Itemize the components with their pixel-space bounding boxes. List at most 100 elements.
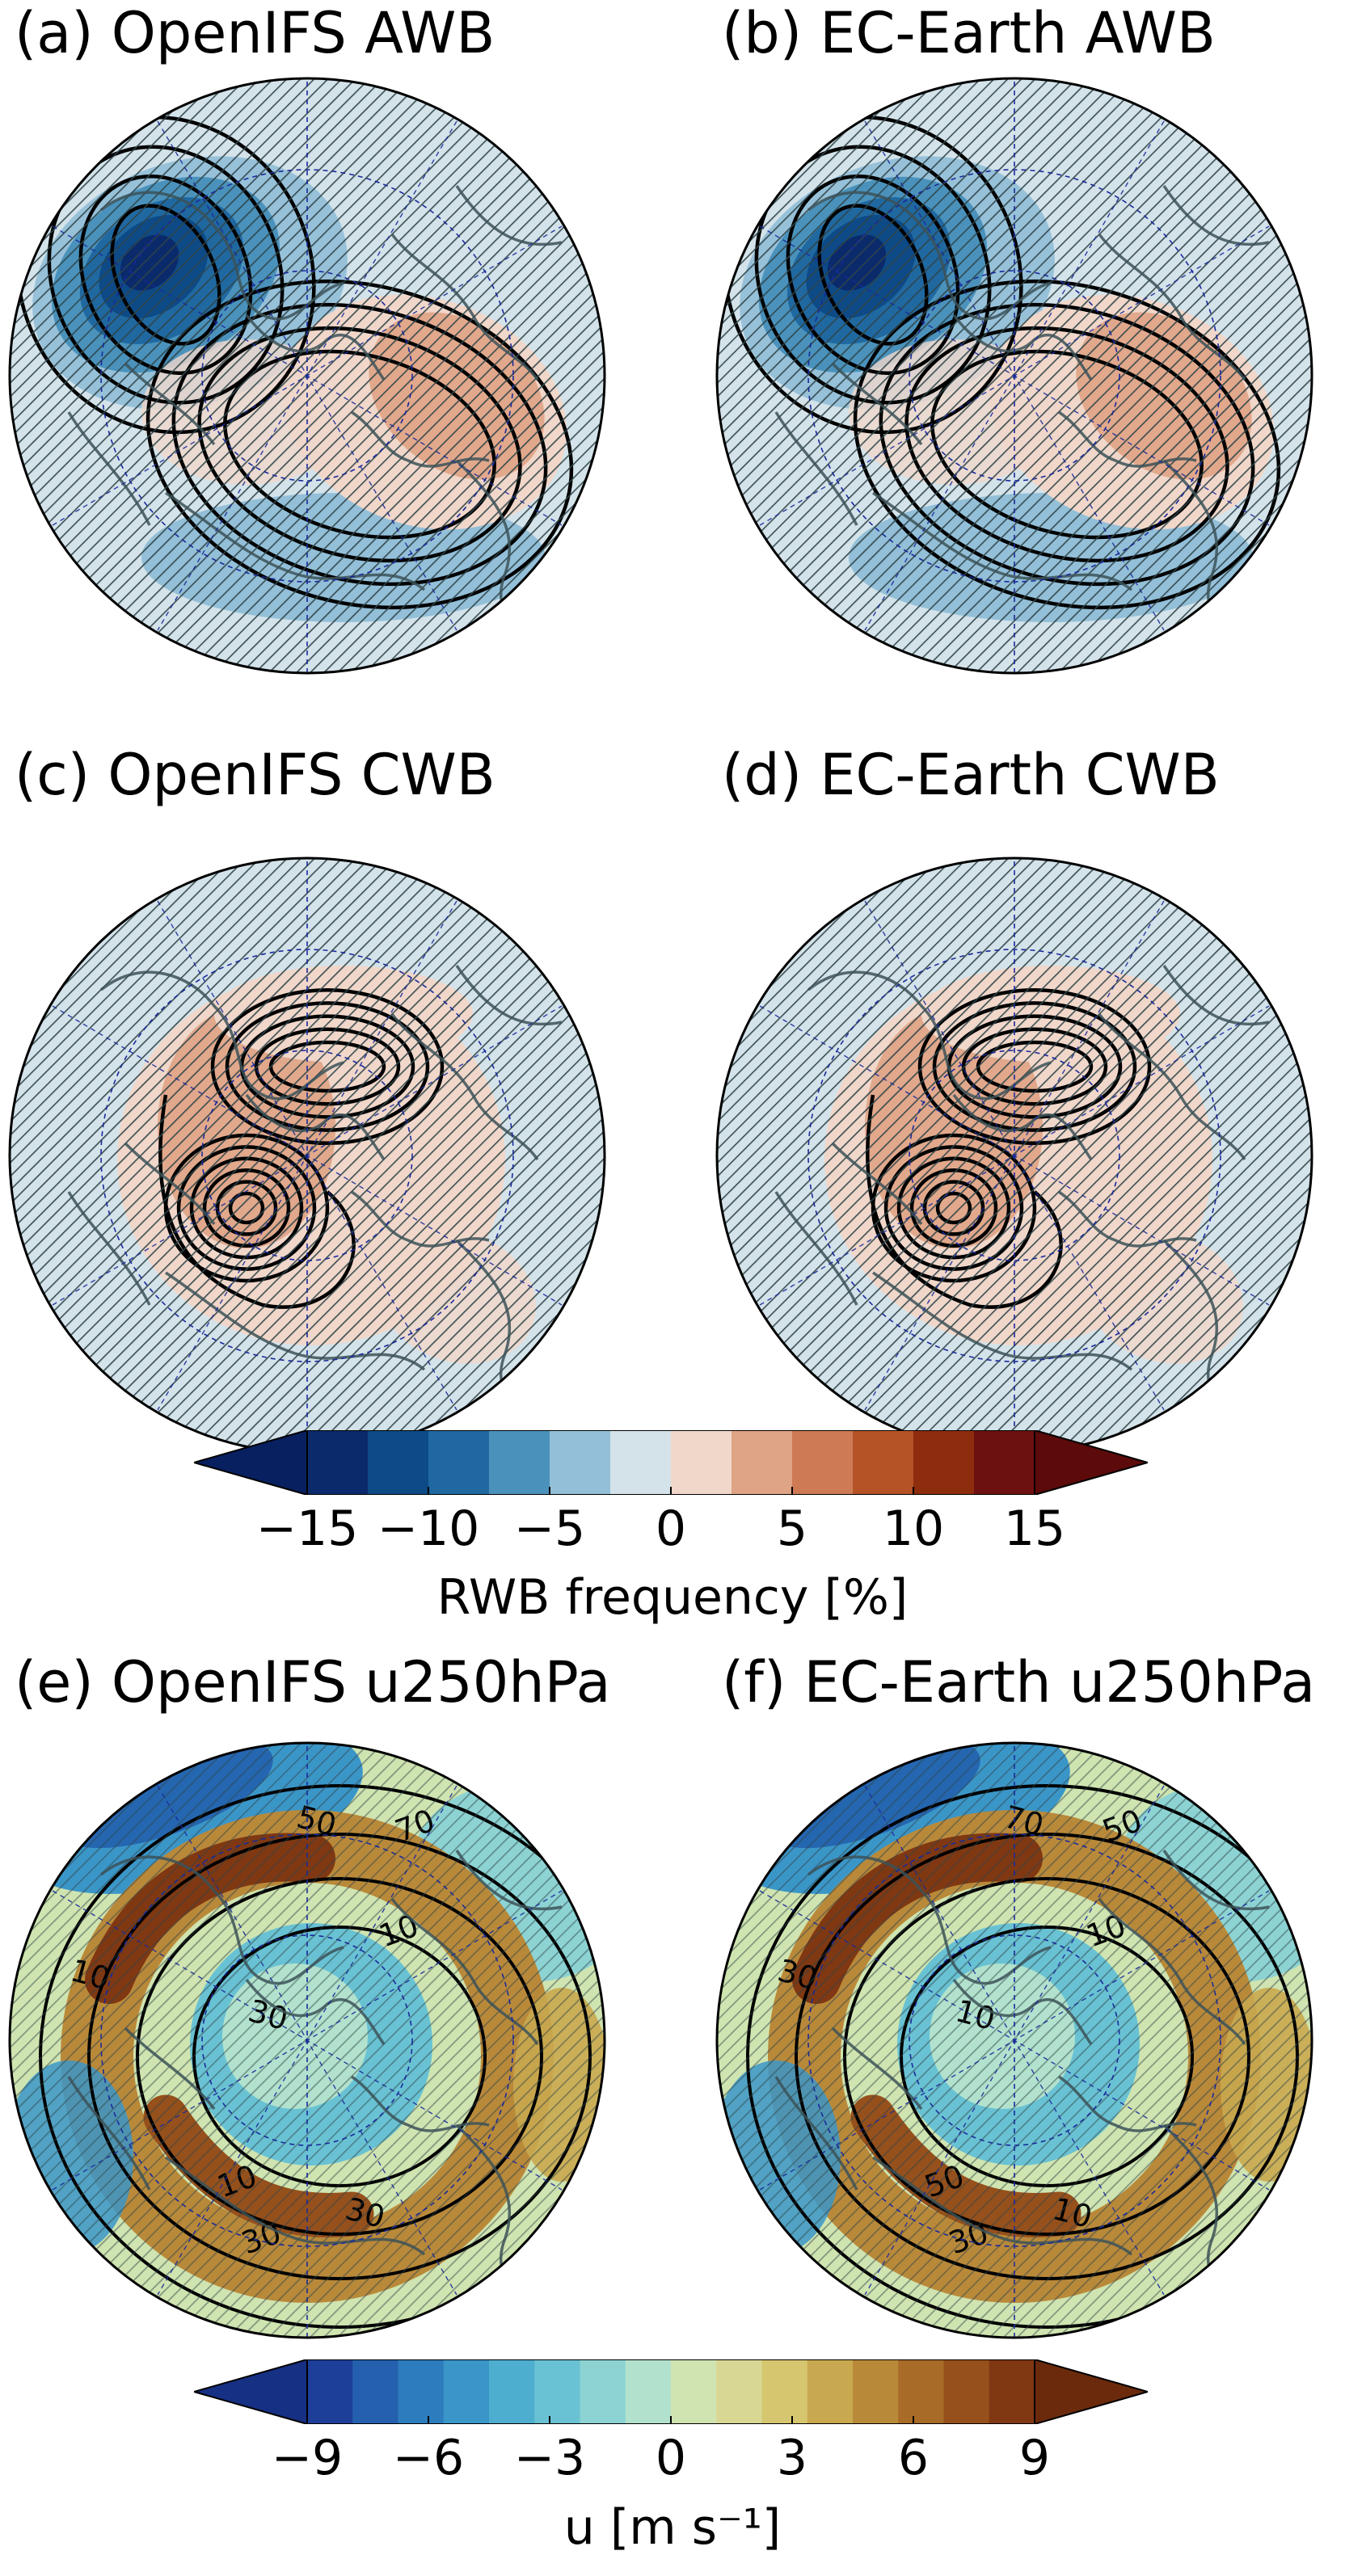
colorbar-swatch	[443, 2359, 490, 2424]
coastline	[872, 2156, 1133, 2256]
panel-title-d: (d) EC-Earth CWB	[722, 742, 1220, 808]
coastline	[390, 1012, 539, 1160]
coastline	[1058, 410, 1197, 468]
coastline	[165, 491, 426, 591]
colorbar-overflow	[1034, 2359, 1148, 2424]
colorbar-swatch	[898, 2359, 944, 2424]
meridian-line	[864, 120, 1165, 631]
colorbar-swatch	[625, 2359, 672, 2424]
colorbar-u	[194, 2359, 1148, 2424]
colorbar-tick-label: 0	[655, 2430, 687, 2486]
map-boundary	[715, 77, 1313, 675]
colorbar-tick-label: 10	[882, 1501, 945, 1557]
colorbar-swatch	[307, 1430, 369, 1495]
colorbar-swatch	[807, 2359, 854, 2424]
coastline	[807, 970, 1052, 1101]
colorbar-swatch	[853, 1430, 914, 1495]
meridian-line	[864, 1785, 1165, 2296]
colorbar-swatch	[352, 2359, 398, 2424]
colorbar-frame	[306, 2359, 1035, 2424]
colorbar-tick-label: 9	[1018, 2430, 1051, 2486]
map-panel-f: 7050301010501030	[715, 1741, 1313, 2339]
panel-title-e: (e) OpenIFS u250hPa	[15, 1649, 611, 1715]
latitude-circle	[201, 270, 413, 482]
coastline	[351, 2075, 490, 2132]
coastline	[1098, 1897, 1246, 2045]
coastline	[351, 1190, 490, 1248]
panel-title-b: (b) EC-Earth AWB	[722, 0, 1216, 66]
coastline	[245, 314, 386, 381]
coastline	[245, 1093, 386, 1160]
colorbar-swatch	[368, 1430, 429, 1495]
colorbar-tick-label: 5	[776, 1501, 808, 1557]
meridian-line	[157, 1785, 457, 2296]
coastline	[952, 314, 1093, 381]
coastline	[952, 1093, 1093, 1160]
colorbar-swatch	[853, 2359, 899, 2424]
map-boundary	[715, 1741, 1313, 2339]
coastline	[1058, 1190, 1197, 1248]
colorbar-swatch	[428, 1430, 490, 1495]
colorbar-swatch	[580, 2359, 626, 2424]
coastline	[831, 362, 923, 446]
colorbar-rwb	[194, 1430, 1148, 1495]
coastline	[774, 411, 858, 526]
colorbar-underflow	[194, 2359, 308, 2424]
coastline	[774, 2076, 858, 2191]
colorbar-u-label: u [m s⁻¹]	[563, 2499, 782, 2556]
colorbar-tick-label: 6	[897, 2430, 930, 2486]
coastline	[124, 2027, 216, 2111]
colorbar-underflow	[194, 1430, 308, 1495]
map-panel-d	[715, 857, 1313, 1454]
colorbar-frame	[306, 1430, 1035, 1495]
panel-title-f: (f) EC-Earth u250hPa	[722, 1649, 1316, 1715]
meridian-line	[864, 900, 1165, 1411]
coastline	[124, 1142, 216, 1226]
coastline	[1098, 233, 1246, 381]
colorbar-tick-label: 0	[655, 1501, 687, 1557]
latitude-circle	[201, 1050, 413, 1261]
coastline	[1162, 185, 1270, 246]
coastline	[774, 1191, 858, 1306]
latitude-circle	[909, 1934, 1120, 2146]
coastline	[872, 1271, 1133, 1371]
coastline	[67, 411, 151, 526]
colorbar-swatch	[732, 1430, 793, 1495]
coastline	[952, 1978, 1093, 2045]
meridian-line	[157, 900, 457, 1411]
coastline	[831, 2027, 923, 2111]
map-panel-e: 5070101030103030	[8, 1741, 606, 2339]
colorbar-tick-label: 15	[1003, 1501, 1066, 1557]
colorbar-tick-label: −6	[392, 2430, 465, 2486]
coastline	[99, 191, 344, 321]
coastline	[99, 1855, 344, 1985]
colorbar-swatch	[307, 2359, 353, 2424]
panel-title-a: (a) OpenIFS AWB	[15, 0, 495, 66]
colorbar-tick-label: −15	[255, 1501, 359, 1557]
map-boundary	[8, 1741, 606, 2339]
colorbar-swatch	[716, 2359, 762, 2424]
coastline	[99, 970, 344, 1101]
colorbar-swatch	[989, 2359, 1035, 2424]
colorbar-tick-label: −9	[271, 2430, 344, 2486]
colorbar-swatch	[943, 2359, 990, 2424]
coastline	[124, 362, 216, 446]
coastline	[165, 1271, 426, 1371]
panel-title-c: (c) OpenIFS CWB	[15, 742, 495, 808]
coastline	[245, 1978, 386, 2045]
coastline	[1162, 965, 1270, 1026]
colorbar-tick-label: −3	[513, 2430, 586, 2486]
meridian-line	[157, 120, 457, 631]
latitude-circle	[201, 1934, 413, 2146]
coastline	[455, 1850, 563, 1911]
colorbar-tick-label: −10	[377, 1501, 480, 1557]
coastline	[67, 2076, 151, 2191]
map-panel-b	[715, 77, 1313, 675]
coastline	[1098, 1012, 1246, 1160]
colorbar-swatch	[974, 1430, 1035, 1495]
colorbar-swatch	[792, 1430, 854, 1495]
coastline	[67, 1191, 151, 1306]
coastline	[390, 233, 539, 381]
colorbar-swatch	[489, 1430, 550, 1495]
colorbar-swatch	[550, 1430, 611, 1495]
